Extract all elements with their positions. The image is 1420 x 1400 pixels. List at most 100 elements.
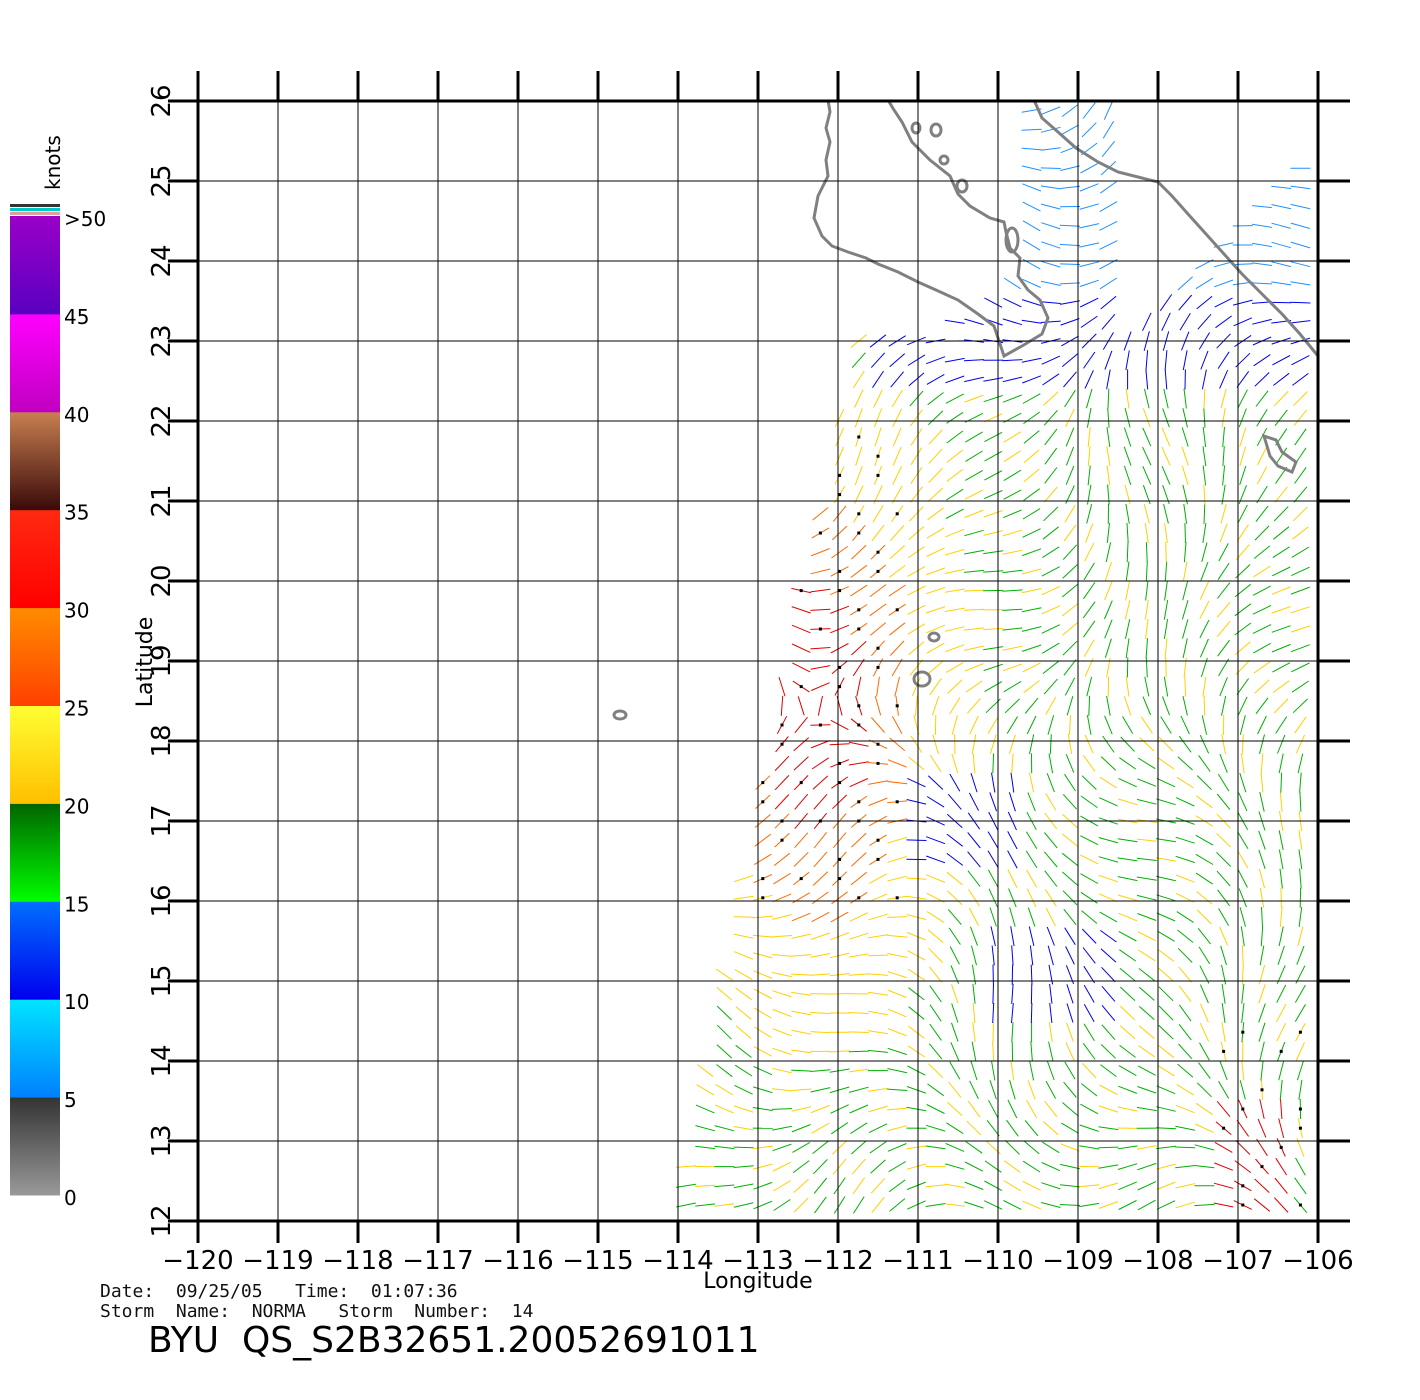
wind-vector xyxy=(1200,561,1209,581)
wind-vector xyxy=(1257,447,1267,466)
colorbar-segment xyxy=(10,901,60,1000)
rain-flag-marker xyxy=(838,857,842,861)
wind-vector xyxy=(929,985,942,1003)
wind-vector xyxy=(1046,1061,1055,1081)
wind-vector xyxy=(889,1198,906,1212)
wind-vector xyxy=(1025,831,1038,849)
wind-vector xyxy=(1027,792,1036,812)
wind-vector xyxy=(908,756,925,771)
wind-vector xyxy=(1277,734,1286,754)
wind-vector xyxy=(1063,1081,1077,1098)
wind-vector xyxy=(830,605,850,614)
wind-vector xyxy=(1027,1080,1036,1100)
colorbar-segment xyxy=(10,705,60,804)
wind-vector xyxy=(1124,599,1131,620)
wind-vector xyxy=(1201,369,1207,390)
wind-vector xyxy=(964,663,984,672)
wind-vector xyxy=(810,1069,831,1072)
wind-vector xyxy=(850,1122,868,1135)
wind-vector xyxy=(1104,561,1112,582)
wind-vector xyxy=(1003,469,1022,482)
wind-vector xyxy=(1102,735,1115,753)
wind-vector xyxy=(1214,297,1233,308)
wind-vector xyxy=(734,951,754,960)
wind-vector xyxy=(1255,390,1269,407)
wind-vector xyxy=(1144,676,1150,697)
wind-vector xyxy=(1126,522,1129,544)
wind-vector xyxy=(876,676,880,697)
wind-vector xyxy=(829,993,850,995)
wind-vector xyxy=(1221,695,1227,716)
wind-vector xyxy=(753,1200,773,1210)
wind-vector xyxy=(972,1002,976,1024)
wind-vector xyxy=(908,1025,925,1039)
wind-vector xyxy=(964,318,984,326)
wind-vector xyxy=(963,589,985,592)
wind-vector xyxy=(1253,565,1271,578)
wind-vector xyxy=(1061,124,1079,136)
rain-flag-marker xyxy=(895,800,899,804)
wind-vector xyxy=(1060,1184,1080,1188)
wind-vector xyxy=(1292,526,1309,540)
wind-vector xyxy=(963,608,985,611)
wind-vector xyxy=(1161,446,1171,466)
wind-vector xyxy=(1002,318,1023,326)
wind-vector xyxy=(1086,715,1092,735)
wind-vector xyxy=(1029,772,1035,793)
wind-vector xyxy=(887,875,908,882)
wind-vector xyxy=(1239,1080,1246,1100)
wind-vector xyxy=(1297,926,1304,947)
island-socorro xyxy=(912,670,932,688)
wind-vector xyxy=(1026,888,1037,908)
wind-vector xyxy=(1041,1182,1061,1190)
rain-flag-marker xyxy=(799,685,803,689)
rain-flag-marker xyxy=(876,761,880,765)
wind-vector xyxy=(1103,101,1113,120)
wind-vector xyxy=(1098,1201,1118,1209)
wind-vector xyxy=(1002,627,1023,631)
wind-vector xyxy=(888,1179,906,1193)
island-small-gulf-2 xyxy=(938,154,950,166)
wind-vector xyxy=(1156,1181,1176,1190)
wind-vector xyxy=(1083,620,1096,638)
wind-vector xyxy=(1260,926,1264,947)
wind-vector xyxy=(735,1006,752,1020)
wind-vector xyxy=(1181,427,1189,447)
wind-vector xyxy=(1101,985,1116,1002)
wind-vector xyxy=(1258,1022,1266,1042)
wind-vector xyxy=(991,945,995,966)
wind-vector xyxy=(1084,370,1094,389)
wind-vector xyxy=(889,545,905,560)
wind-vector xyxy=(753,1086,773,1094)
wind-vector xyxy=(1164,523,1168,543)
wind-vector xyxy=(752,915,773,919)
wind-vector xyxy=(871,717,885,733)
wind-vector xyxy=(1022,1180,1041,1191)
wind-vector xyxy=(926,567,946,576)
wind-vector xyxy=(1217,351,1230,369)
wind-vector xyxy=(773,1199,791,1211)
wind-vector xyxy=(792,1160,810,1173)
wind-vector xyxy=(1199,984,1209,1004)
wind-vector xyxy=(829,1086,850,1094)
wind-vector xyxy=(1106,369,1111,390)
wind-vector xyxy=(1043,678,1058,695)
wind-vector xyxy=(928,966,943,983)
wind-vector xyxy=(813,1159,828,1175)
wind-vector xyxy=(983,663,1003,672)
wind-vector xyxy=(1277,945,1285,966)
wind-vector xyxy=(854,465,863,485)
wind-vector xyxy=(851,352,866,369)
wind-vector xyxy=(1023,449,1040,464)
wind-vector xyxy=(925,1203,946,1207)
wind-vector xyxy=(848,1050,869,1053)
longitude-tick-label: −116 xyxy=(482,1246,553,1276)
wind-vector xyxy=(1143,503,1150,524)
wind-vector xyxy=(965,1141,983,1154)
islas-marias xyxy=(1261,433,1298,474)
rain-flag-marker xyxy=(838,685,842,689)
wind-vector xyxy=(1216,1100,1231,1118)
wind-vector xyxy=(1202,676,1207,697)
wind-vector xyxy=(833,1196,846,1214)
wind-vector xyxy=(1292,372,1309,386)
